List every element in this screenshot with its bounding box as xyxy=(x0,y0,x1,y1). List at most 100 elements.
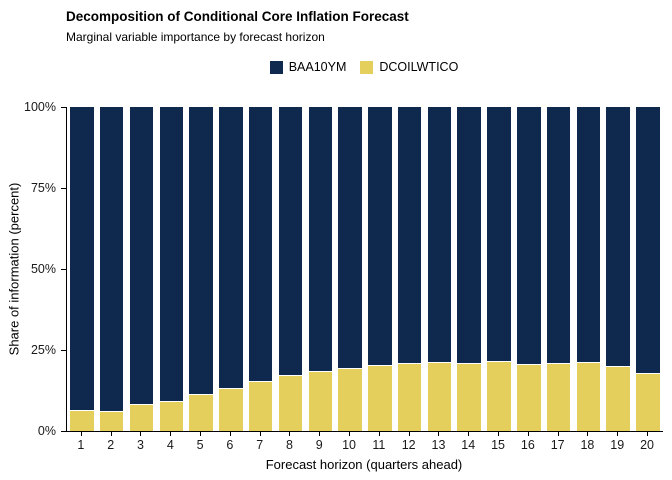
x-tick-label: 3 xyxy=(137,438,144,452)
bar-segment-baa10ym xyxy=(517,107,541,364)
y-tick-label: 0% xyxy=(37,424,56,438)
bar-segment-dcoilwtico xyxy=(546,362,571,431)
x-tick-label: 7 xyxy=(256,438,264,452)
x-tick-mark xyxy=(438,432,440,436)
bar-20 xyxy=(636,107,660,431)
bar-segment-baa10ym xyxy=(129,107,154,404)
bar-slot-5 xyxy=(186,107,216,431)
bar-slot-6 xyxy=(216,107,246,431)
x-tick-cell-15: 15 xyxy=(483,432,513,456)
x-tick-cell-17: 17 xyxy=(543,432,573,456)
x-tick-label: 5 xyxy=(196,438,204,452)
bar-14 xyxy=(457,107,482,431)
bar-segment-dcoilwtico xyxy=(219,387,243,431)
x-tick-cell-18: 18 xyxy=(573,432,603,456)
x-tick-mark xyxy=(319,432,321,436)
bar-segment-dcoilwtico xyxy=(487,360,511,431)
bar-segment-baa10ym xyxy=(606,107,630,366)
x-tick-mark xyxy=(289,432,291,436)
bar-segment-dcoilwtico xyxy=(427,361,452,431)
bar-slot-19 xyxy=(603,107,633,431)
bar-segment-baa10ym xyxy=(189,107,213,394)
x-tick-mark xyxy=(170,432,172,436)
y-tick-label: 100% xyxy=(24,100,56,114)
bar-segment-baa10ym xyxy=(368,107,392,365)
bar-segment-baa10ym xyxy=(99,107,124,411)
bar-18 xyxy=(576,107,601,431)
y-tick-mark xyxy=(61,430,66,432)
bar-slot-4 xyxy=(156,107,186,431)
chart-title: Decomposition of Conditional Core Inflat… xyxy=(66,9,409,24)
legend-swatch-baa10ym xyxy=(269,60,283,74)
bar-segment-baa10ym xyxy=(159,107,184,401)
x-tick-mark xyxy=(259,432,261,436)
bar-segment-baa10ym xyxy=(397,107,422,364)
y-tick-label: 25% xyxy=(30,343,56,357)
y-tick-mark xyxy=(61,106,66,108)
bar-11 xyxy=(368,107,392,431)
chart-subtitle: Marginal variable importance by forecast… xyxy=(66,30,325,44)
x-tick-cell-6: 6 xyxy=(215,432,245,456)
x-tick-mark xyxy=(617,432,619,436)
bar-segment-dcoilwtico xyxy=(129,403,154,431)
bars-container xyxy=(67,107,663,431)
bar-19 xyxy=(606,107,630,431)
bar-segment-baa10ym xyxy=(576,107,601,362)
bar-segment-baa10ym xyxy=(427,107,452,362)
bar-segment-dcoilwtico xyxy=(517,363,541,431)
bar-slot-3 xyxy=(127,107,157,431)
legend-item-dcoilwtico: DCOILWTICO xyxy=(360,60,458,74)
bar-2 xyxy=(99,107,124,431)
y-axis-title: Share of information (percent) xyxy=(6,182,22,356)
x-tick-label: 20 xyxy=(640,438,654,452)
x-tick-cell-7: 7 xyxy=(245,432,275,456)
bar-segment-dcoilwtico xyxy=(99,410,124,431)
bar-slot-7 xyxy=(246,107,276,431)
bar-slot-1 xyxy=(67,107,97,431)
x-tick-mark xyxy=(378,432,380,436)
bar-slot-2 xyxy=(97,107,127,431)
bar-17 xyxy=(546,107,571,431)
bar-segment-dcoilwtico xyxy=(338,367,362,431)
bar-segment-baa10ym xyxy=(70,107,94,410)
x-tick-cell-9: 9 xyxy=(304,432,334,456)
bar-slot-18 xyxy=(574,107,604,431)
y-tick-mark xyxy=(61,268,66,270)
bar-segment-dcoilwtico xyxy=(248,381,273,431)
x-tick-mark xyxy=(110,432,112,436)
bar-1 xyxy=(70,107,94,431)
x-tick-cell-20: 20 xyxy=(632,432,662,456)
bar-9 xyxy=(308,107,333,431)
x-tick-label: 4 xyxy=(166,438,174,452)
bar-segment-baa10ym xyxy=(338,107,362,368)
x-tick-mark xyxy=(468,432,470,436)
x-tick-label: 14 xyxy=(461,438,476,452)
x-tick-cell-1: 1 xyxy=(66,432,96,456)
bar-6 xyxy=(219,107,243,431)
bar-13 xyxy=(427,107,452,431)
x-tick-cell-3: 3 xyxy=(126,432,156,456)
x-tick-mark xyxy=(527,432,529,436)
bar-slot-15 xyxy=(484,107,514,431)
x-tick-mark xyxy=(498,432,500,436)
bar-slot-17 xyxy=(544,107,574,431)
x-tick-mark xyxy=(140,432,142,436)
bar-5 xyxy=(189,107,213,431)
x-tick-cell-2: 2 xyxy=(96,432,126,456)
bar-slot-16 xyxy=(514,107,544,431)
x-tick-label: 8 xyxy=(286,438,293,452)
legend-swatch-dcoilwtico xyxy=(360,60,374,74)
x-tick-label: 6 xyxy=(226,438,234,452)
y-tick-mark xyxy=(61,349,66,351)
bar-segment-baa10ym xyxy=(457,107,482,363)
x-tick-mark xyxy=(349,432,351,436)
bar-segment-dcoilwtico xyxy=(189,393,213,431)
bar-15 xyxy=(487,107,511,431)
x-tick-cell-5: 5 xyxy=(185,432,215,456)
bar-segment-dcoilwtico xyxy=(606,365,630,431)
bar-segment-baa10ym xyxy=(308,107,333,371)
bar-slot-11 xyxy=(365,107,395,431)
x-tick-cell-11: 11 xyxy=(364,432,394,456)
bar-12 xyxy=(397,107,422,431)
